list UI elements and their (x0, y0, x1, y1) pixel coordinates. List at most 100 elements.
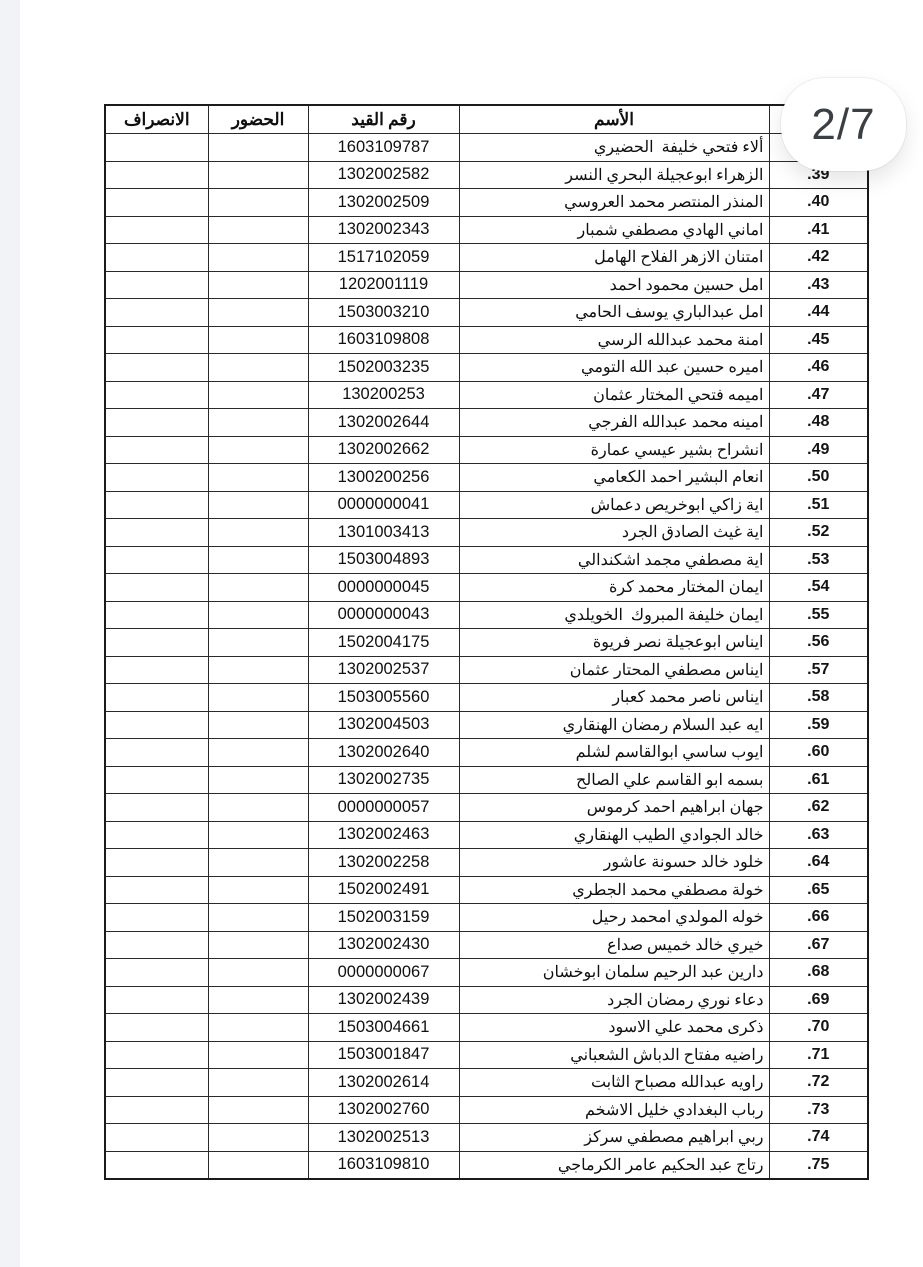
attendance-cell (207, 270, 309, 299)
page-counter-badge: 2/7 (781, 78, 906, 171)
row-number-cell: 44. (768, 298, 869, 327)
registration-number-cell: 1502003159 (307, 903, 460, 932)
attendance-cell (207, 380, 309, 409)
registration-number-cell: 0000000041 (307, 490, 460, 519)
registration-number-cell: 1302002760 (307, 1095, 460, 1124)
row-number-cell: 52. (768, 518, 869, 547)
attendance-cell (207, 710, 309, 739)
student-name-cell: انشراح بشير عيسي عمارة (458, 435, 770, 464)
attendance-cell (207, 353, 309, 382)
row-number-cell: 45. (768, 325, 869, 354)
registration-number-cell: 0000000043 (307, 600, 460, 629)
attendance-cell (207, 1013, 309, 1042)
attendance-cell (207, 435, 309, 464)
departure-cell (104, 1040, 209, 1069)
registration-number-cell: 1300200256 (307, 463, 460, 492)
row-number-cell: 42. (768, 243, 869, 272)
departure-cell (104, 1013, 209, 1042)
table-row: 42. امتنان الازهر الفلاح الهامل 15171020… (104, 243, 869, 272)
student-name-cell: جهان ابراهيم احمد كرموس (458, 793, 770, 822)
table-row: 71. راضيه مفتاح الدباش الشعباني 15030018… (104, 1040, 869, 1069)
table-row: 51. اية زاكي ابوخريص دعماش 0000000041 (104, 490, 869, 519)
row-number-cell: 72. (768, 1068, 869, 1097)
table-row: 56. ايناس ابوعجيلة نصر فريوة 1502004175 (104, 628, 869, 657)
student-name-cell: دعاء نوري رمضان الجرد (458, 985, 770, 1014)
attendance-cell (207, 133, 309, 162)
row-number-cell: 75. (768, 1150, 869, 1180)
student-name-cell: اية غيث الصادق الجرد (458, 518, 770, 547)
table-row: 55. ايمان خليفة المبروك الخويلدي 0000000… (104, 600, 869, 629)
table-row: 58. ايناس ناصر محمد كعبار 1503005560 (104, 683, 869, 712)
registration-number-cell: 1302002614 (307, 1068, 460, 1097)
student-name-cell: انعام البشير احمد الكعامي (458, 463, 770, 492)
attendance-cell (207, 765, 309, 794)
registration-number-cell: 1502002491 (307, 875, 460, 904)
departure-cell (104, 1068, 209, 1097)
student-name-cell: ايمان المختار محمد كرة (458, 573, 770, 602)
table-row: 73. رباب البغدادي خليل الاشخم 1302002760 (104, 1095, 869, 1124)
attendance-cell (207, 1040, 309, 1069)
row-number-cell: 41. (768, 215, 869, 244)
departure-cell (104, 243, 209, 272)
table-row: 48. امينه محمد عبدالله الفرجي 1302002644 (104, 408, 869, 437)
attendance-cell (207, 518, 309, 547)
student-name-cell: خالد الجوادي الطيب الهنقاري (458, 820, 770, 849)
table-row: 52. اية غيث الصادق الجرد 1301003413 (104, 518, 869, 547)
departure-cell (104, 820, 209, 849)
student-name-cell: اماني الهادي مصطفي شمبار (458, 215, 770, 244)
table-row: 59. ايه عبد السلام رمضان الهنقاري 130200… (104, 710, 869, 739)
row-number-cell: 50. (768, 463, 869, 492)
student-name-cell: اميمه فتحي المختار عثمان (458, 380, 770, 409)
registration-number-cell: 1503004893 (307, 545, 460, 574)
departure-cell (104, 930, 209, 959)
student-name-cell: امينه محمد عبدالله الفرجي (458, 408, 770, 437)
registration-number-cell: 1302002509 (307, 188, 460, 217)
row-number-cell: 40. (768, 188, 869, 217)
registration-number-cell: 1503004661 (307, 1013, 460, 1042)
row-number-cell: 61. (768, 765, 869, 794)
row-number-cell: 54. (768, 573, 869, 602)
page-counter-label: 2/7 (811, 99, 876, 149)
attendance-cell (207, 573, 309, 602)
attendance-cell (207, 903, 309, 932)
student-name-cell: امل عبدالباري يوسف الحامي (458, 298, 770, 327)
student-name-cell: الزهراء ابوعجيلة البحري النسر (458, 160, 770, 189)
row-number-cell: 60. (768, 738, 869, 767)
attendance-cell (207, 1095, 309, 1124)
table-row: 61. بسمه ابو القاسم علي الصالح 130200273… (104, 765, 869, 794)
table-row: 39. الزهراء ابوعجيلة البحري النسر 130200… (104, 160, 869, 189)
row-number-cell: 64. (768, 848, 869, 877)
departure-cell (104, 380, 209, 409)
table-row: 69. دعاء نوري رمضان الجرد 1302002439 (104, 985, 869, 1014)
attendance-cell (207, 820, 309, 849)
table-row: 62. جهان ابراهيم احمد كرموس 0000000057 (104, 793, 869, 822)
table-row: 70. ذكرى محمد علي الاسود 1503004661 (104, 1013, 869, 1042)
attendance-cell (207, 1123, 309, 1152)
departure-cell (104, 270, 209, 299)
departure-cell (104, 738, 209, 767)
student-name-cell: خلود خالد حسونة عاشور (458, 848, 770, 877)
registration-number-cell: 130200253 (307, 380, 460, 409)
departure-cell (104, 655, 209, 684)
row-number-cell: 43. (768, 270, 869, 299)
student-name-cell: راويه عبدالله مصباح الثابت (458, 1068, 770, 1097)
attendance-cell (207, 325, 309, 354)
table-row: 75. رتاج عبد الحكيم عامر الكرماجي 160310… (104, 1150, 869, 1180)
table-row: 53. اية مصطفي مجمد اشكندالي 1503004893 (104, 545, 869, 574)
registration-number-cell: 1302002644 (307, 408, 460, 437)
row-number-cell: 55. (768, 600, 869, 629)
student-name-cell: رتاج عبد الحكيم عامر الكرماجي (458, 1150, 770, 1180)
table-row: 43. امل حسين محمود احمد 1202001119 (104, 270, 869, 299)
table-row: 54. ايمان المختار محمد كرة 0000000045 (104, 573, 869, 602)
departure-cell (104, 710, 209, 739)
departure-cell (104, 765, 209, 794)
student-name-cell: ايوب ساسي ابوالقاسم لشلم (458, 738, 770, 767)
table-row: 65. خولة مصطفي محمد الجطري 1502002491 (104, 875, 869, 904)
registration-number-cell: 1302002513 (307, 1123, 460, 1152)
row-number-cell: 71. (768, 1040, 869, 1069)
departure-cell (104, 793, 209, 822)
row-number-cell: 74. (768, 1123, 869, 1152)
attendance-cell (207, 243, 309, 272)
registration-number-cell: 1517102059 (307, 243, 460, 272)
